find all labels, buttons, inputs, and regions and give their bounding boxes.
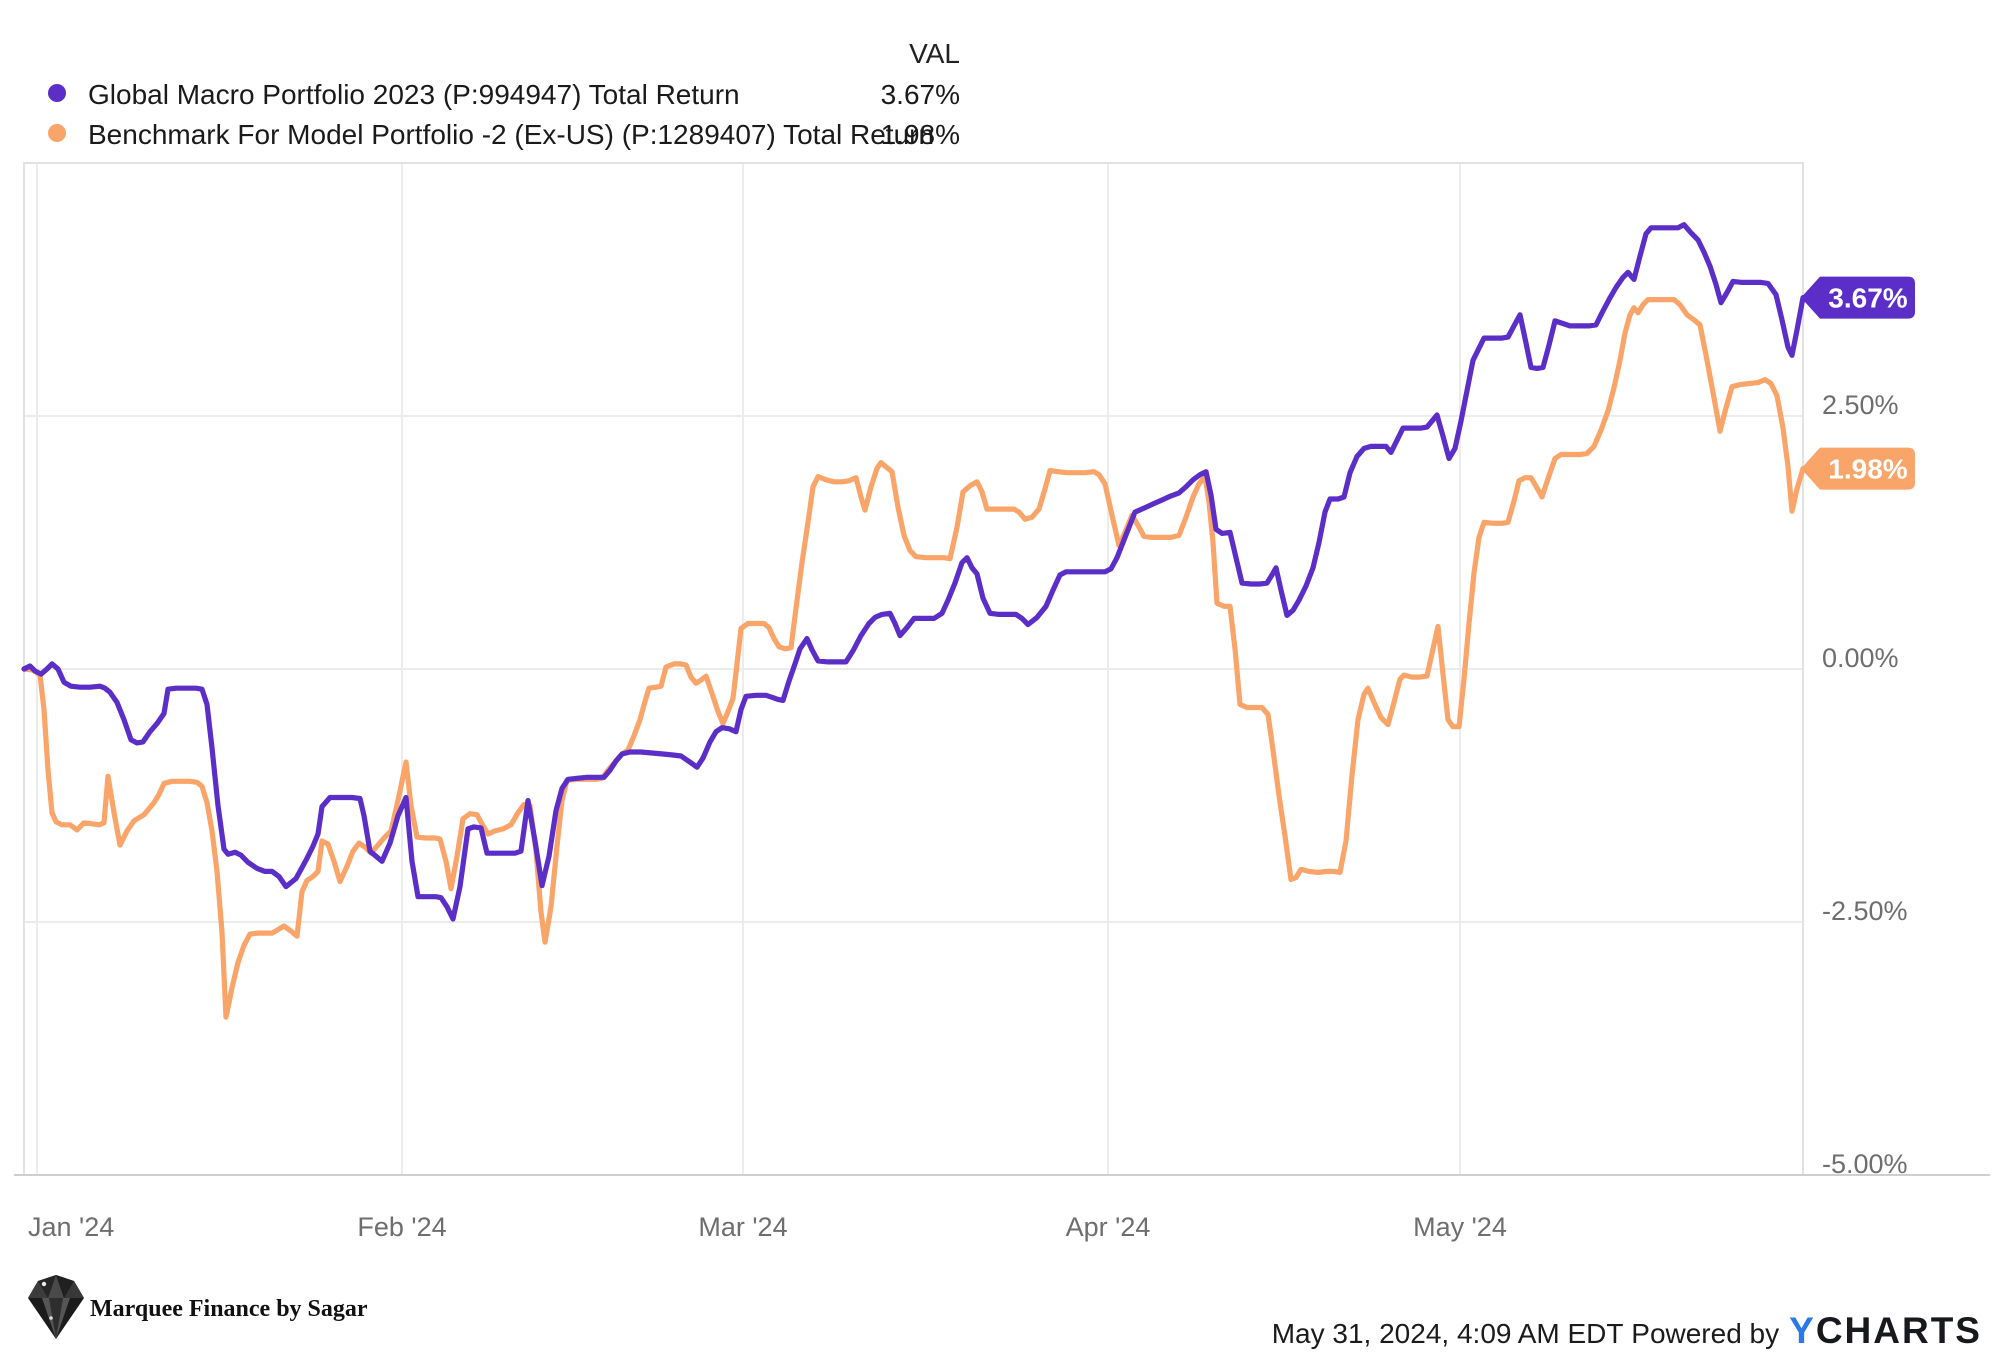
powered-by-label: Powered by xyxy=(1631,1318,1780,1349)
x-tick-label: Jan '24 xyxy=(28,1212,115,1242)
series-line xyxy=(21,222,1806,922)
brand: Marquee Finance by Sagar xyxy=(24,1272,368,1347)
x-tick-label: May '24 xyxy=(1413,1212,1507,1242)
series-dot-purple-icon xyxy=(48,84,66,102)
footer-credit: May 31, 2024, 4:09 AM EDT Powered by YCH… xyxy=(1272,1310,1982,1352)
value-badge-layer: 3.67% 1.98% xyxy=(1801,276,1915,490)
grid-layer xyxy=(14,162,1990,1176)
x-tick-label: Apr '24 xyxy=(1065,1212,1151,1242)
x-tick-label: Feb '24 xyxy=(357,1212,447,1242)
brand-text: Marquee Finance by Sagar xyxy=(90,1296,368,1322)
series-layer xyxy=(21,222,1806,1020)
ycharts-logo[interactable]: YCHARTS xyxy=(1789,1310,1982,1352)
x-tick-label: Mar '24 xyxy=(698,1212,788,1242)
y-tick-label: 0.00% xyxy=(1822,643,1899,673)
series-label-benchmark: Benchmark For Model Portfolio -2 (Ex-US)… xyxy=(88,119,935,150)
timestamp: May 31, 2024, 4:09 AM EDT xyxy=(1271,1318,1624,1349)
series-line xyxy=(21,297,1806,1020)
series-value-benchmark: 1.98% xyxy=(880,119,960,150)
series-dot-orange-icon xyxy=(48,124,66,142)
legend-val-header: VAL xyxy=(909,38,960,69)
value-badge-text: 3.67% xyxy=(1828,283,1907,314)
y-tick-label: -2.50% xyxy=(1822,896,1908,926)
series-label-portfolio: Global Macro Portfolio 2023 (P:994947) T… xyxy=(88,79,740,110)
ycharts-logo-charts: CHARTS xyxy=(1815,1310,1982,1351)
value-badge-text: 1.98% xyxy=(1828,454,1907,485)
ycharts-logo-y: Y xyxy=(1789,1310,1816,1351)
y-tick-label: 2.50% xyxy=(1822,390,1899,420)
y-tick-label: -5.00% xyxy=(1822,1149,1908,1179)
value-badge xyxy=(1801,276,1915,319)
value-badge xyxy=(1801,447,1915,490)
series-value-portfolio: 3.67% xyxy=(880,79,960,110)
diamond-logo-icon xyxy=(24,1272,88,1347)
